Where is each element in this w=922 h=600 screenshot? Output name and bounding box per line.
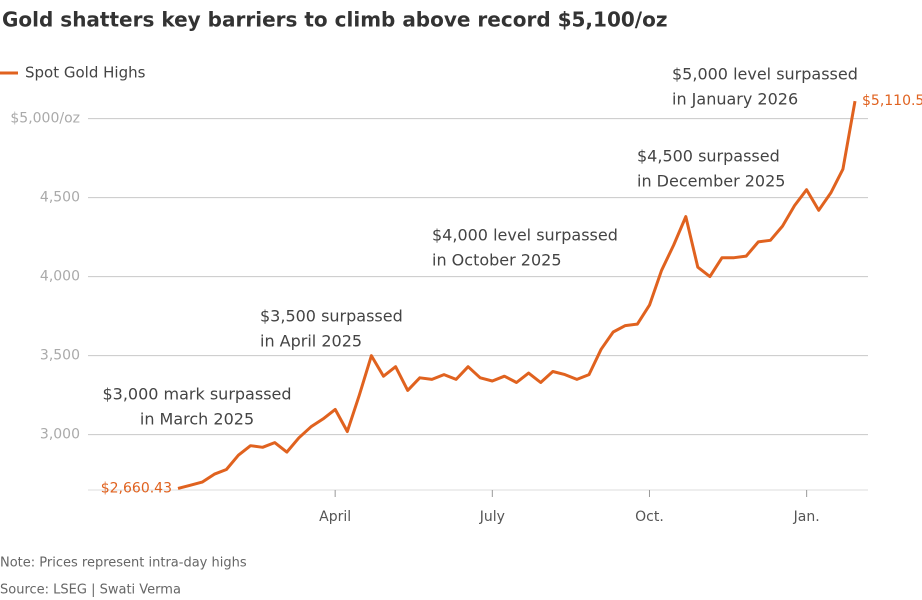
annotation: $4,000 level surpassed: [432, 226, 618, 245]
x-tick-label: Oct.: [635, 509, 664, 525]
y-tick-label: $5,000/oz: [10, 111, 80, 127]
x-tick-label: Jan.: [793, 509, 820, 525]
x-tick-label: July: [479, 509, 505, 525]
chart-title: Gold shatters key barriers to climb abov…: [2, 8, 667, 32]
y-tick-label: 3,500: [40, 348, 80, 364]
annotation: in December 2025: [637, 172, 785, 191]
annotation: $3,500 surpassed: [260, 307, 403, 326]
annotation: $5,000 level surpassed: [672, 65, 858, 84]
annotation: $4,500 surpassed: [637, 147, 780, 166]
y-tick-label: 4,000: [40, 269, 80, 285]
annotation: in April 2025: [260, 332, 362, 351]
legend-label: Spot Gold Highs: [25, 64, 146, 82]
y-tick-label: 4,500: [40, 190, 80, 206]
annotation: in March 2025: [140, 410, 254, 429]
value-label: $2,660.43: [101, 480, 172, 496]
line: [177, 100, 857, 490]
note: Note: Prices represent intra-day highs: [0, 556, 247, 571]
source: Source: LSEG | Swati Verma: [0, 583, 181, 598]
value-label: $5,110.5: [862, 93, 922, 109]
y-tick-label: 3,000: [40, 427, 80, 443]
annotation: $3,000 mark surpassed: [102, 385, 291, 404]
x-tick-label: April: [319, 509, 351, 525]
annotation: in January 2026: [672, 90, 798, 109]
annotation: in October 2025: [432, 251, 562, 270]
